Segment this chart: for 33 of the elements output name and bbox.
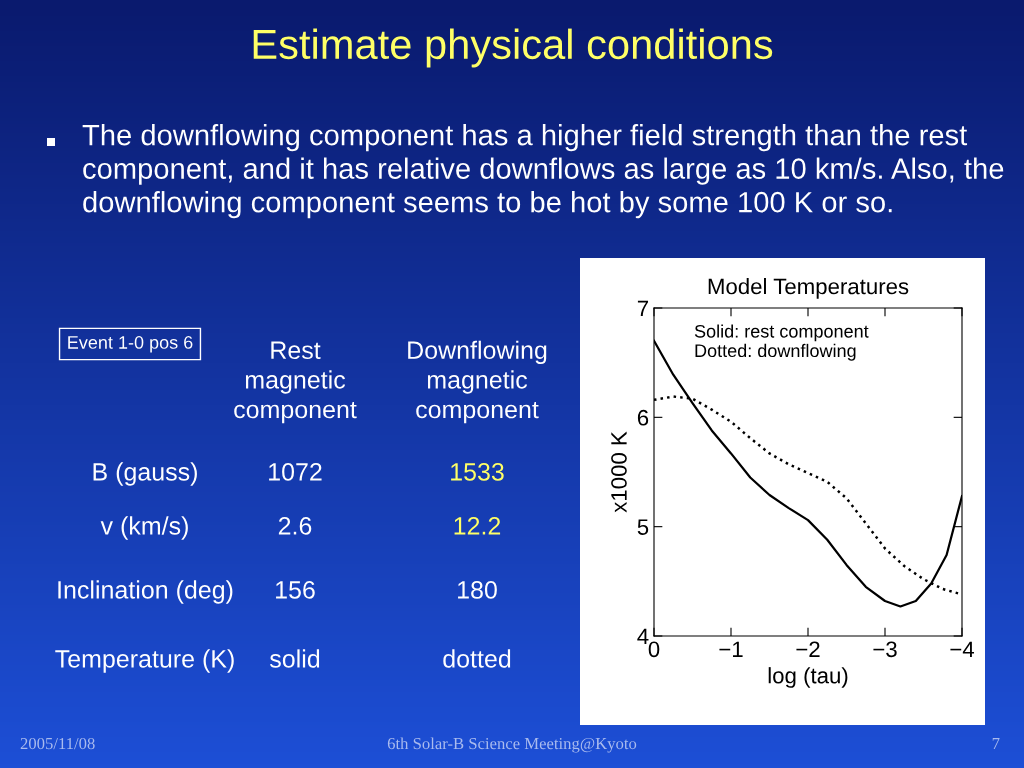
text: 6th Solar-B Science Meeting@Kyoto bbox=[387, 737, 637, 753]
text: Temperature (K) bbox=[55, 649, 234, 673]
y-tick-label: 6 bbox=[637, 409, 649, 426]
text: 2005/11/08 bbox=[20, 737, 95, 750]
text: 1072 bbox=[269, 463, 322, 481]
chart-title: Model Temperatures bbox=[708, 278, 909, 299]
text: Inclination (deg) bbox=[58, 580, 233, 604]
text: Event 1-0 pos 6 bbox=[68, 336, 193, 353]
text: solid bbox=[269, 649, 320, 668]
x-tick-label: −1 bbox=[719, 641, 743, 657]
text: 12.2 bbox=[454, 517, 501, 535]
text: 180 bbox=[458, 581, 497, 599]
x-axis-title: log (tau) bbox=[768, 667, 848, 688]
text: 7 bbox=[992, 738, 1000, 750]
x-tick-label: −3 bbox=[873, 641, 897, 658]
annotation: Solid: rest component Dotted: downflowing bbox=[694, 324, 869, 361]
text: Downflowing magnetic component bbox=[408, 340, 547, 424]
y-tick-label: 4 bbox=[637, 628, 649, 645]
text: 1533 bbox=[451, 463, 504, 481]
y-tick-label: 5 bbox=[637, 519, 649, 535]
text: dotted bbox=[443, 649, 511, 668]
text: Rest magnetic component bbox=[234, 341, 357, 424]
x-tick-label: −4 bbox=[950, 641, 975, 657]
text: B (gauss) bbox=[93, 462, 197, 486]
text: 2.6 bbox=[278, 517, 312, 535]
y-axis-title: x1000 K bbox=[611, 431, 627, 513]
text: Estimate physical conditions bbox=[253, 28, 773, 68]
text: v (km/s) bbox=[100, 516, 188, 540]
text: 156 bbox=[276, 581, 315, 599]
x-tick-label: 0 bbox=[648, 641, 660, 658]
x-tick-label: −2 bbox=[796, 641, 820, 657]
text: The downflowing component has a higher field strength than the rest component, and it has relative downflows as large as 10 km/s. Also, the downflowing component seems to be hot by some 100 K or so. bbox=[82, 124, 1004, 219]
y-tick-label: 7 bbox=[637, 300, 649, 317]
